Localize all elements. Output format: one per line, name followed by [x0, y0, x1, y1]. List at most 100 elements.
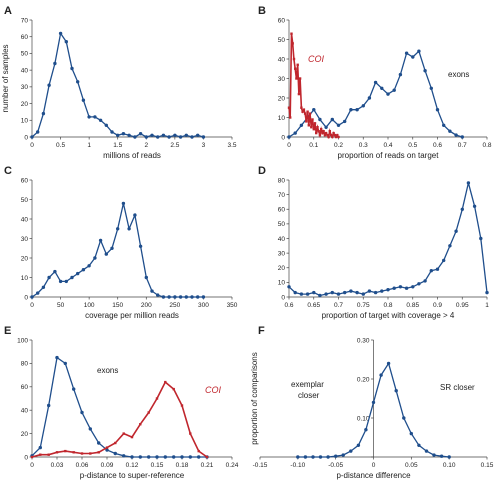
data-point	[460, 207, 464, 211]
data-point	[303, 112, 307, 115]
data-point	[409, 431, 413, 436]
y-tick-label: 60	[21, 34, 29, 41]
data-point	[93, 256, 97, 260]
x-tick-label: 1	[485, 302, 489, 309]
y-tick-label: 40	[21, 67, 29, 74]
data-point	[287, 135, 291, 139]
data-point	[121, 201, 126, 206]
panel-label: F	[258, 325, 265, 337]
data-point	[373, 290, 378, 295]
data-point	[138, 132, 143, 136]
data-point	[47, 403, 51, 408]
data-point	[47, 275, 51, 280]
data-point	[298, 77, 302, 80]
x-tick-label: 3.5	[227, 142, 236, 149]
y-tick-label: 30	[21, 84, 29, 91]
data-point	[379, 373, 383, 377]
data-point	[70, 66, 74, 71]
x-tick-label: 0.10	[443, 462, 456, 469]
data-point	[72, 451, 75, 454]
x-tick-label: 2.5	[170, 142, 179, 149]
y-tick-label: 0.10	[357, 415, 370, 422]
coi-label: COI	[308, 54, 325, 64]
data-point	[318, 455, 323, 459]
data-point	[398, 72, 403, 77]
data-point	[302, 108, 306, 111]
data-point	[184, 133, 188, 137]
x-tick-label: 0	[30, 462, 34, 469]
x-tick-label: 2	[144, 142, 148, 149]
data-point	[386, 288, 390, 292]
data-point	[312, 108, 316, 112]
data-point	[205, 455, 209, 459]
data-point	[321, 131, 324, 135]
data-point	[116, 133, 120, 137]
data-point	[336, 292, 341, 296]
data-point	[429, 86, 433, 91]
data-point	[47, 453, 50, 456]
y-tick-label: 40	[21, 408, 29, 415]
series-blue	[30, 201, 206, 299]
data-point	[442, 258, 446, 263]
y-tick-label: 50	[21, 197, 29, 204]
data-point	[76, 271, 80, 276]
data-point	[303, 455, 308, 459]
data-point	[355, 108, 359, 112]
data-point	[334, 454, 338, 458]
data-point	[380, 289, 384, 293]
data-point	[424, 449, 429, 453]
data-point	[287, 106, 291, 109]
data-point	[64, 279, 69, 284]
data-point	[127, 133, 131, 137]
data-point	[313, 122, 317, 125]
x-tick-label: 1	[87, 142, 91, 149]
x-tick-label: 300	[198, 302, 209, 309]
data-point	[417, 282, 421, 286]
data-point	[460, 135, 464, 139]
data-point	[93, 115, 97, 119]
data-point	[349, 449, 353, 453]
exons-label: exons	[448, 70, 469, 79]
data-point	[312, 128, 315, 131]
x-tick-label: 0.5	[56, 142, 65, 149]
data-point	[318, 293, 322, 298]
y-tick-label: 60	[21, 384, 29, 391]
data-point	[394, 389, 398, 393]
x-tick-label: 0.7	[458, 142, 467, 149]
x-tick-label: 150	[112, 302, 123, 309]
data-point	[472, 204, 477, 208]
data-point	[316, 126, 319, 129]
data-point	[331, 135, 334, 139]
data-point	[485, 290, 489, 295]
x-tick-label: -0.05	[328, 462, 343, 469]
data-point	[155, 397, 159, 400]
data-point	[361, 292, 365, 296]
data-point	[356, 443, 361, 447]
data-point	[197, 455, 201, 459]
x-tick-label: 0.1	[309, 142, 318, 149]
data-point	[341, 453, 345, 457]
data-point	[87, 264, 91, 268]
data-point	[361, 104, 365, 108]
y-tick-label: 60	[21, 177, 29, 184]
series-blue	[287, 49, 464, 139]
x-axis-label: p-distance to super-reference	[80, 471, 185, 480]
y-tick-label: 10	[278, 115, 286, 122]
y-tick-label: 40	[278, 56, 286, 63]
data-point	[98, 118, 103, 123]
data-point	[81, 98, 86, 102]
x-tick-label: 0.8	[383, 302, 392, 309]
data-point	[133, 213, 137, 217]
y-tick-label: 50	[278, 221, 286, 228]
data-point	[317, 130, 320, 133]
data-point	[332, 131, 335, 135]
y-tick-label: 30	[278, 250, 286, 257]
data-point	[308, 112, 312, 115]
panel-c: C 0 50 100 150 200 250 300 350 0 10 20 30 40 50 60 cover…	[4, 165, 238, 320]
data-point	[161, 295, 166, 299]
x-tick-label: 200	[141, 302, 152, 309]
data-point	[336, 123, 341, 128]
data-point	[98, 238, 103, 243]
data-point	[326, 455, 330, 459]
data-point	[97, 441, 101, 445]
